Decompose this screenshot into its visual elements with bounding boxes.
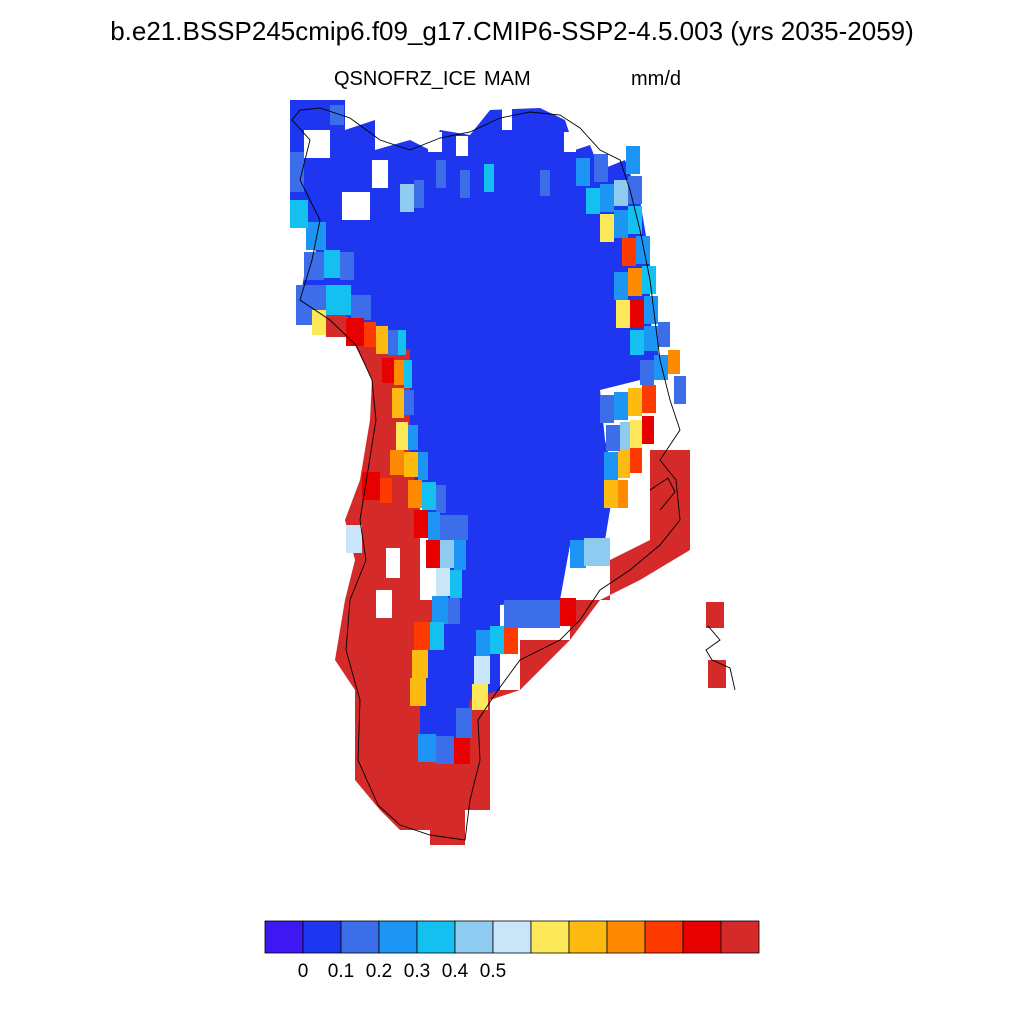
greenland-map <box>290 100 736 845</box>
colorbar-cell <box>682 920 722 954</box>
colorbar-cell <box>720 920 760 954</box>
colorbar-cells <box>264 920 760 954</box>
colorbar-cell <box>454 920 494 954</box>
colorbar-tick-label: 0 <box>297 961 309 982</box>
colorbar-cell <box>264 920 304 954</box>
colorbar-cell <box>568 920 608 954</box>
colorbar-cell <box>530 920 570 954</box>
season-label: MAM <box>484 68 531 90</box>
colorbar-cell <box>644 920 684 954</box>
colorbar-tick-label: 0.2 <box>365 961 393 982</box>
colorbar-tick-label: 0.5 <box>479 961 507 982</box>
variable-label: QSNOFRZ_ICE <box>334 68 477 90</box>
colorbar-cell <box>340 920 380 954</box>
units-label: mm/d <box>631 68 681 90</box>
colorbar-cell <box>492 920 532 954</box>
coastline <box>291 107 736 841</box>
colorbar-tick-label: 0.3 <box>403 961 431 982</box>
colorbar-tick-label: 0.1 <box>327 961 355 982</box>
colorbar-cell <box>606 920 646 954</box>
colorbar-tick-label: 0.4 <box>441 961 469 982</box>
missing-cells <box>304 108 576 618</box>
colorbar-cell <box>416 920 456 954</box>
coastal-cells <box>290 105 686 764</box>
colorbar-cell <box>378 920 418 954</box>
ice-sheet-interior <box>290 100 660 760</box>
colorbar-cell <box>302 920 342 954</box>
plot-title: b.e21.BSSP245cmip6.f09_g17.CMIP6-SSP2-4.… <box>110 16 914 46</box>
